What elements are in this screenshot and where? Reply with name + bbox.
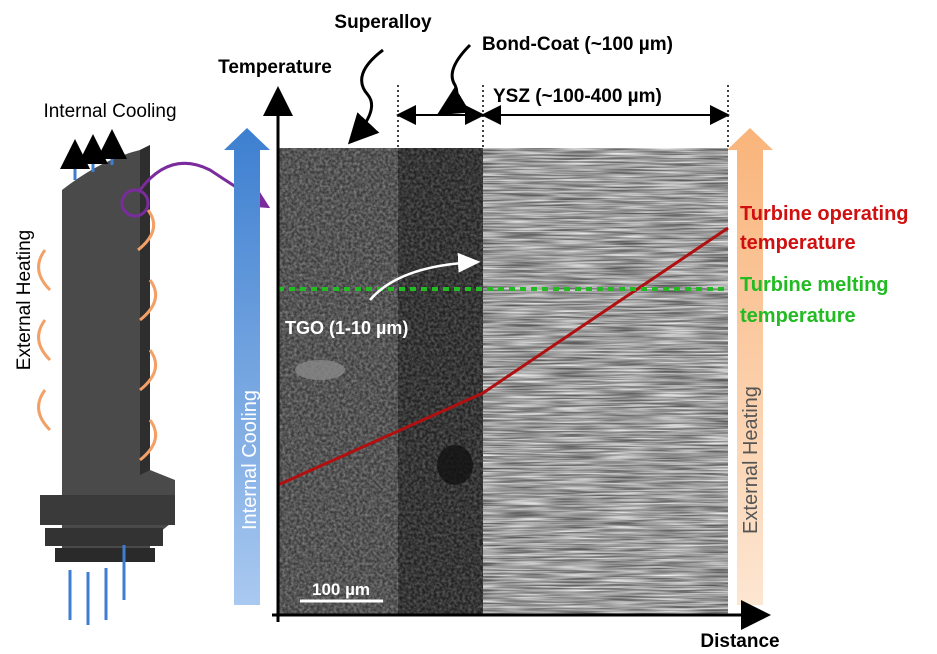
temperature-axis-label: Temperature: [218, 57, 332, 78]
bond-coat-arrow: [436, 43, 472, 116]
superalloy-label: Superalloy: [334, 12, 432, 33]
scale-bar-label: 100 µm: [312, 580, 370, 599]
external-heating-label: External Heating: [14, 230, 35, 370]
heating-bar: [727, 128, 773, 605]
micrograph: [278, 148, 728, 615]
tgo-label: TGO (1-10 µm): [285, 318, 408, 338]
ysz-label: YSZ (~100-400 µm): [493, 86, 662, 107]
operating-temperature-label: Turbine operating: [740, 203, 909, 225]
internal-cooling-label: Internal Cooling: [43, 101, 176, 122]
tgo-arrow: [369, 252, 481, 301]
bond-coat-label: Bond-Coat (~100 µm): [482, 34, 673, 55]
heating-bar-label: External Heating: [740, 386, 762, 534]
superalloy-arrow: [347, 48, 384, 145]
distance-axis-label: Distance: [700, 631, 779, 652]
turbine-blade: [37, 129, 271, 625]
operating-temperature-line: [277, 226, 729, 487]
melting-temperature-label: Turbine melting: [740, 274, 889, 296]
operating-temperature-label: temperature: [740, 232, 856, 254]
melting-temperature-label: temperature: [740, 305, 856, 327]
cooling-bar: [224, 128, 270, 605]
cooling-bar-label: Internal Cooling: [239, 390, 261, 530]
